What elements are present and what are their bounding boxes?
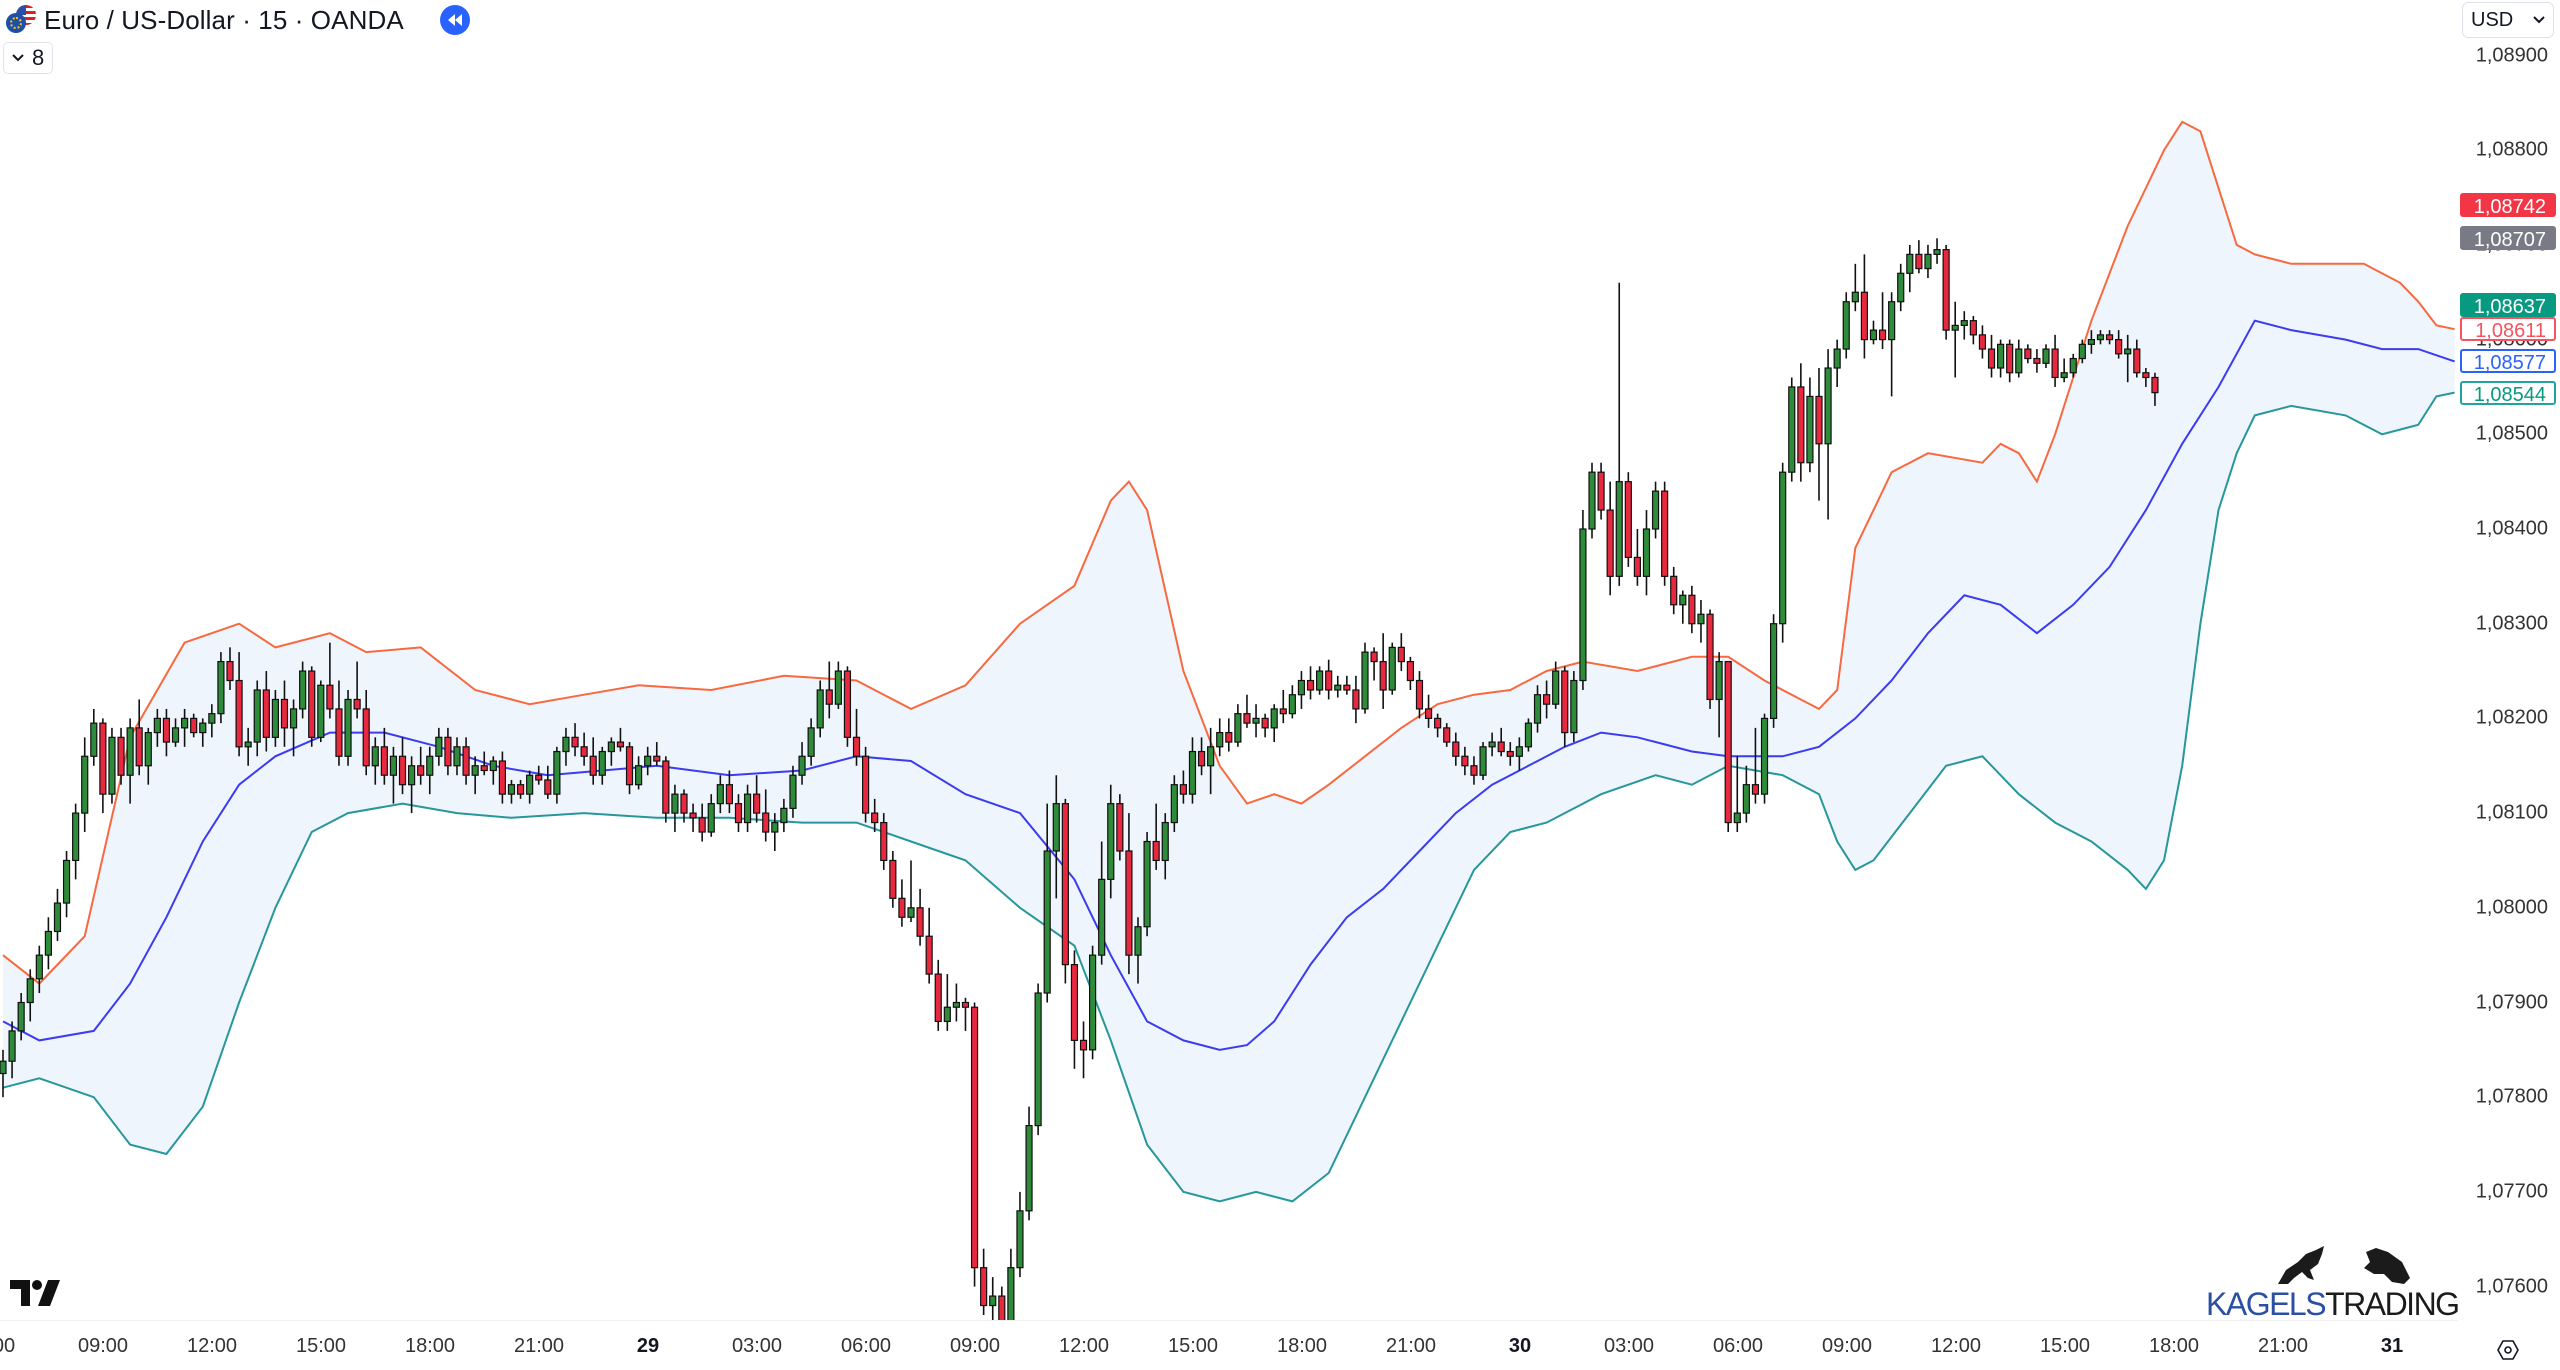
price-tick: 1,08500	[2475, 422, 2548, 445]
indicator-count: 8	[32, 45, 45, 70]
bollinger-upper-line	[2, 120, 2455, 985]
time-tick: 15:00	[2039, 1335, 2091, 1357]
tradingview-logo[interactable]	[10, 1280, 62, 1311]
price-chart[interactable]	[0, 0, 2458, 1320]
time-tick: 03:00	[1603, 1335, 1655, 1357]
price-tick: 1,08900	[2475, 44, 2548, 66]
time-tick: 00	[0, 1335, 16, 1357]
bb-basis-label: 1,08577	[2460, 349, 2556, 374]
price-scale[interactable]: 1,089001,088001,087001,086001,085001,084…	[2458, 0, 2560, 1320]
time-tick: 31	[2380, 1335, 2404, 1357]
currency-select[interactable]: USD	[2462, 2, 2554, 38]
time-tick: 12:00	[1930, 1335, 1982, 1357]
time-tick: 06:00	[1712, 1335, 1764, 1357]
bull-bear-icon	[2278, 1246, 2410, 1284]
time-tick: 12:00	[1058, 1335, 1110, 1357]
time-tick: 12:00	[186, 1335, 238, 1357]
symbol-header: Euro / US-Dollar · 15 · OANDA	[6, 2, 470, 38]
time-tick: 21:00	[513, 1335, 565, 1357]
currency-label: USD	[2471, 8, 2514, 31]
price-tick: 1,08000	[2475, 896, 2548, 919]
high-price-label: 1,08707	[2460, 226, 2556, 251]
indicators-collapse-button[interactable]: 8	[3, 42, 54, 74]
chart-settings-button[interactable]	[2496, 1338, 2520, 1362]
candlestick-series	[0, 238, 2159, 1320]
time-tick: 30	[1508, 1335, 1532, 1357]
time-tick: 21:00	[1385, 1335, 1437, 1357]
price-tick: 1,08200	[2475, 706, 2548, 729]
time-tick: 09:00	[1821, 1335, 1873, 1357]
price-tick: 1,07800	[2475, 1085, 2548, 1108]
time-tick: 18:00	[2148, 1335, 2200, 1357]
time-tick: 03:00	[731, 1335, 783, 1357]
time-tick: 15:00	[1167, 1335, 1219, 1357]
symbol-title[interactable]: Euro / US-Dollar · 15 · OANDA	[44, 4, 404, 35]
bb-upper-label: 1,08611	[2460, 317, 2556, 342]
rewind-icon	[447, 14, 462, 26]
price-tick: 1,07900	[2475, 991, 2548, 1013]
bollinger-lower-line	[2, 391, 2455, 1203]
time-tick: 06:00	[840, 1335, 892, 1357]
ask-price-label: 1,08742	[2460, 193, 2556, 218]
bb-lower-label: 1,08544	[2460, 380, 2556, 406]
time-tick: 18:00	[1276, 1335, 1328, 1357]
chevron-down-icon	[12, 54, 24, 62]
price-tick: 1,08400	[2475, 517, 2548, 540]
price-tick: 1,07700	[2475, 1180, 2548, 1203]
gear-icon	[2497, 1340, 2519, 1360]
replay-button[interactable]	[439, 5, 470, 35]
time-tick: 21:00	[2257, 1335, 2309, 1357]
bollinger-basis-line	[2, 319, 2455, 1051]
time-tick: 15:00	[295, 1335, 347, 1357]
time-axis[interactable]: 00 09:00 12:00 15:00 18:00 21:00 29 03:00 06:00 0…	[0, 1320, 2458, 1370]
kagelstrading-watermark: KAGELSTRADING	[2206, 1244, 2460, 1322]
brand-wordmark: KAGELSTRADING	[2206, 1286, 2460, 1322]
bollinger-band-fill	[3, 121, 2455, 1202]
bid-price-label: 1,08637	[2460, 292, 2556, 318]
time-tick: 29	[636, 1335, 660, 1357]
price-tick: 1,08800	[2475, 138, 2548, 161]
time-tick: 09:00	[949, 1335, 1001, 1357]
chevron-down-icon	[2533, 16, 2545, 24]
price-tick: 1,08300	[2475, 612, 2548, 635]
time-tick: 18:00	[404, 1335, 456, 1357]
time-tick: 09:00	[77, 1335, 129, 1357]
tradingview-logo-icon	[10, 1280, 60, 1306]
price-tick: 1,08100	[2475, 801, 2548, 824]
price-tick: 1,07600	[2475, 1275, 2548, 1298]
eurusd-flag-icon	[6, 5, 36, 35]
